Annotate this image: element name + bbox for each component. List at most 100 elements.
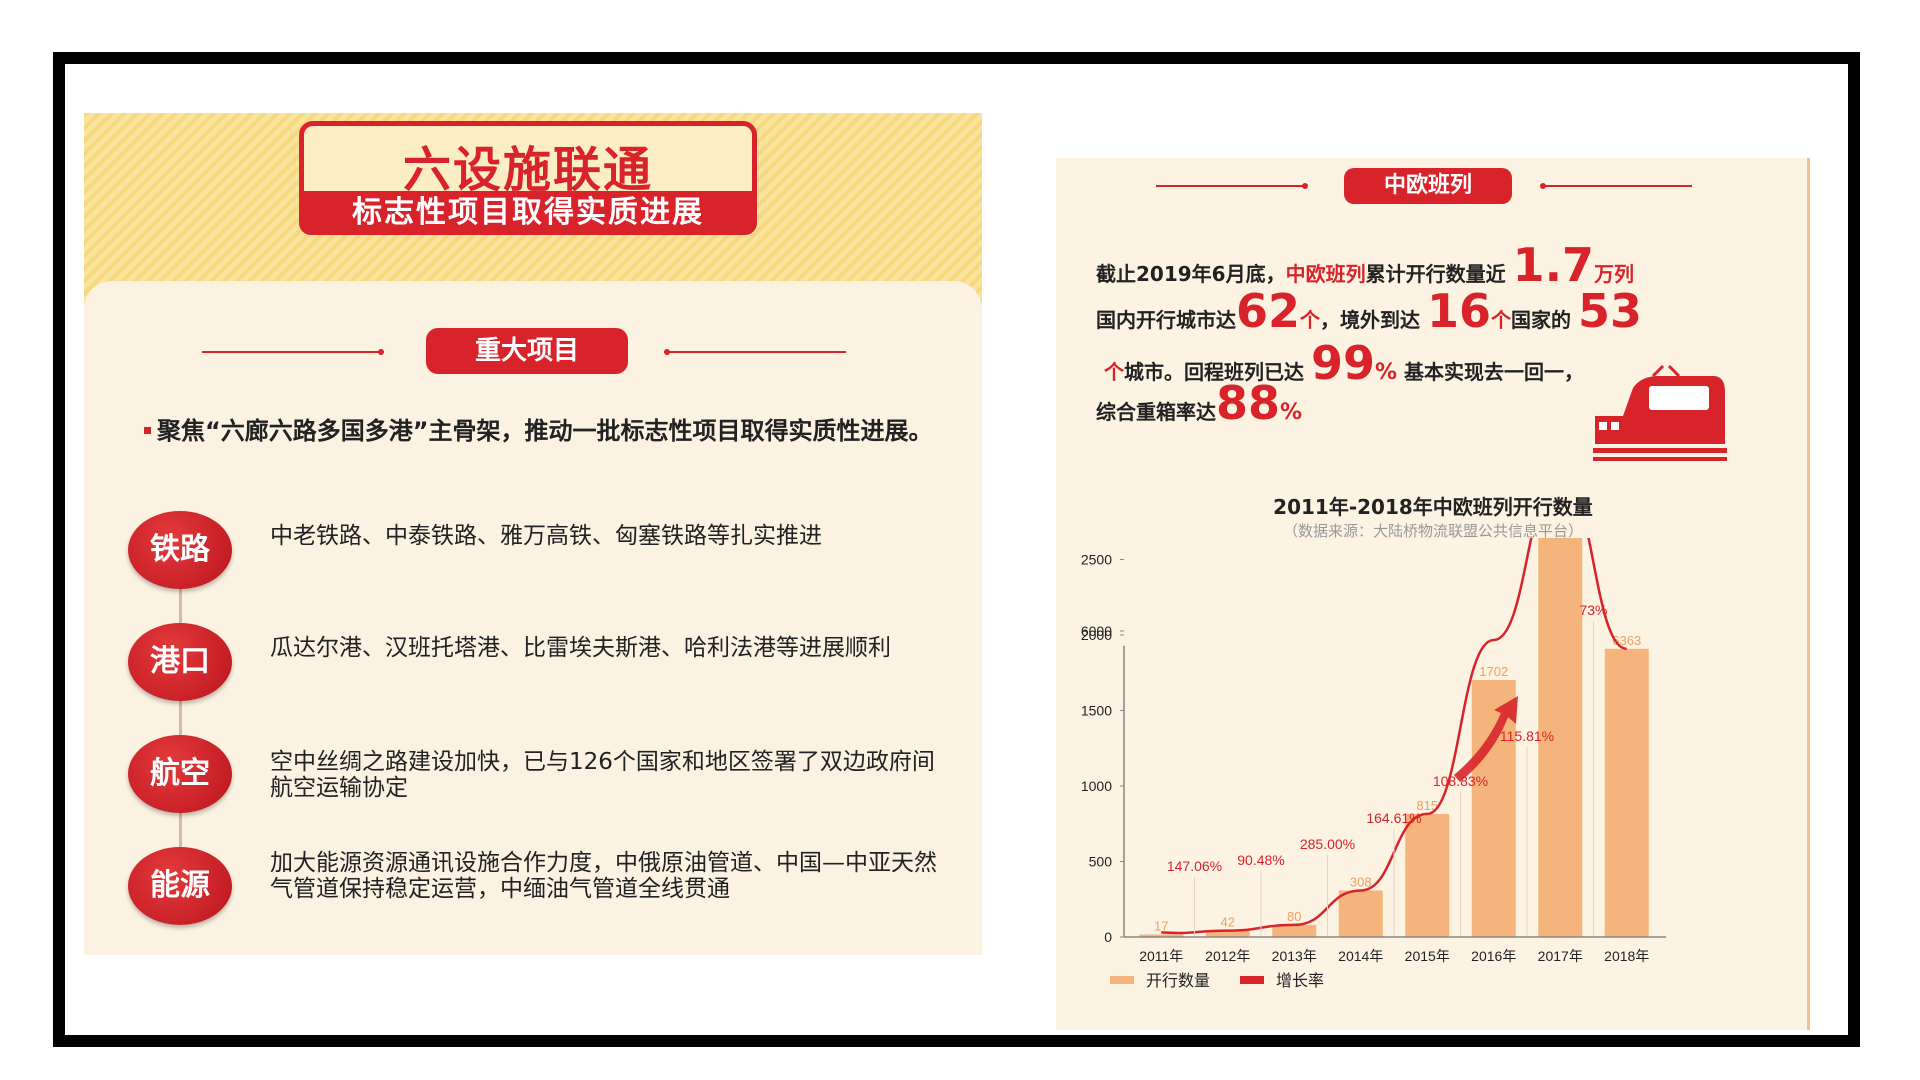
divider-left: [202, 349, 384, 355]
bar-value-label: 815: [1416, 798, 1438, 813]
stat-text: 累计开行数量近: [1365, 262, 1506, 286]
panel-edge: [1807, 158, 1810, 1030]
y-tick-label: 2500: [1081, 552, 1112, 568]
bar: [1338, 890, 1383, 937]
y-tick-label: 1000: [1081, 778, 1112, 794]
category-badge-energy: 能源: [128, 847, 232, 925]
stat-unit: 个: [1104, 360, 1124, 384]
stat-unit: 个: [1491, 308, 1511, 332]
content-card: [84, 281, 982, 955]
y-tick-label: 1500: [1081, 703, 1112, 719]
stat-line-4: 综合重箱率达88%: [1096, 376, 1302, 430]
growth-rate-label: 90.48%: [1237, 852, 1284, 868]
chart-title: 2011年-2018年中欧班列开行数量: [1273, 495, 1593, 519]
y-tick-label: 6000: [1081, 623, 1112, 639]
x-tick-label: 2015年: [1405, 948, 1450, 964]
growth-rate-label: 73%: [1579, 602, 1607, 618]
category-text-railway: 中老铁路、中泰铁路、雅万高铁、匈塞铁路等扎实推进: [270, 523, 822, 549]
x-tick-label: 2013年: [1272, 948, 1317, 964]
page-subtitle: 标志性项目取得实质进展: [299, 191, 757, 235]
bar-value-label: 42: [1221, 915, 1235, 930]
up-arrow-icon: [1454, 696, 1518, 782]
x-tick-label: 2012年: [1205, 948, 1250, 964]
page-title: 六设施联通: [402, 142, 653, 198]
category-text-energy: 加大能源资源通讯设施合作力度，中俄原油管道、中国—中亚天然气管道保持稳定运营，中…: [270, 850, 937, 902]
stat-text: 国家的: [1511, 308, 1571, 332]
bar-value-label: 1702: [1479, 664, 1508, 679]
title-badge: 六设施联通 标志性项目取得实质进展: [299, 121, 757, 235]
bar: [1538, 538, 1583, 937]
bar-chart: 0500100015002000250030006000 17428030881…: [1081, 538, 1666, 990]
divider-right: [664, 349, 846, 355]
bar: [1139, 934, 1184, 937]
bar: [1205, 930, 1250, 937]
bar-value-label: 308: [1350, 874, 1372, 889]
growth-rate-label: 164.61%: [1366, 810, 1421, 826]
stat-highlight: 中欧班列: [1285, 262, 1366, 286]
stat-return-rate: 99: [1310, 336, 1375, 390]
right-panel: 中欧班列 截止2019年6月底，中欧班列累计开行数量近 1.7万列 国内开行城市…: [1056, 158, 1810, 1030]
legend-swatch-line: [1240, 976, 1264, 984]
legend: 开行数量 增长率: [1110, 972, 1324, 990]
bar-value-label: 6363: [1612, 633, 1641, 648]
stat-unit: %: [1374, 360, 1398, 385]
bar: [1272, 924, 1317, 937]
stat-text: ，境外到达: [1320, 308, 1421, 332]
y-tick-label: 2000: [1081, 627, 1112, 643]
divider-left: [1156, 183, 1308, 189]
bars: 174280308815170236736363: [1139, 538, 1649, 937]
bar-value-label: 17: [1154, 918, 1168, 933]
bar: [1471, 679, 1516, 937]
stat-foreign-cities: 53: [1577, 284, 1642, 338]
x-tick-label: 2011年: [1139, 948, 1183, 964]
legend-label: 增长率: [1276, 972, 1324, 990]
train-icon: [1593, 364, 1727, 461]
stat-unit: %: [1280, 400, 1303, 425]
bar: [1604, 648, 1649, 937]
stat-text: 国内开行城市达: [1096, 308, 1236, 332]
section-tag-major-projects: 重大项目: [426, 328, 628, 374]
growth-rate-line: [1161, 538, 1628, 935]
stat-text: 基本实现去一回一，: [1404, 360, 1584, 384]
stat-line-2: 国内开行城市达62个，境外到达 16个国家的 53: [1096, 284, 1642, 338]
category-text-aviation: 空中丝绸之路建设加快，已与126个国家和地区签署了双边政府间航空运输协定: [270, 749, 935, 801]
category-badge-railway: 铁路: [128, 511, 232, 589]
x-axis: 2011年 2012年 2013年 2014年 2015年 2016年 2017年 2018年: [1124, 936, 1666, 964]
growth-rate-label: 147.06%: [1167, 858, 1222, 874]
section-tag-china-europe: 中欧班列: [1344, 168, 1512, 204]
growth-rate-label: 115.81%: [1500, 728, 1554, 744]
left-panel: 六设施联通 标志性项目取得实质进展 重大项目 聚焦“六廊六路多国多港”主骨架，推…: [84, 113, 982, 955]
category-badge-port: 港口: [128, 623, 232, 701]
x-tick-label: 2018年: [1604, 948, 1649, 964]
chart-subtitle: （数据来源：大陆桥物流联盟公共信息平台）: [1282, 522, 1583, 540]
intro-label: 聚焦“六廊六路多国多港”主骨架，推动一批标志性项目取得实质性进展。: [157, 417, 933, 445]
x-tick-label: 2016年: [1471, 948, 1516, 964]
stat-countries: 16: [1426, 284, 1491, 338]
bar: [1405, 813, 1450, 937]
divider-right: [1540, 183, 1692, 189]
stat-unit: 万列: [1594, 262, 1635, 286]
y-tick-label: 500: [1089, 854, 1113, 870]
x-tick-label: 2017年: [1538, 948, 1583, 964]
legend-swatch-bars: [1110, 976, 1134, 984]
growth-rate-label: 285.00%: [1300, 836, 1355, 852]
stat-heavy-container-rate: 88: [1216, 376, 1281, 430]
stat-text: 城市。回程班列已达: [1124, 360, 1304, 384]
stat-text: 综合重箱率达: [1096, 400, 1216, 424]
stat-total-trains: 1.7: [1512, 238, 1595, 292]
stat-text: 截止2019年6月底，: [1096, 262, 1286, 286]
stat-domestic-cities: 62: [1236, 284, 1301, 338]
y-axis: 0500100015002000250030006000: [1081, 552, 1125, 945]
stat-line-1: 截止2019年6月底，中欧班列累计开行数量近 1.7万列: [1096, 238, 1634, 292]
y-tick-label: 0: [1104, 929, 1112, 945]
growth-line: 147.06%90.48%285.00%164.61%108.83%115.81…: [1161, 538, 1628, 937]
legend-label: 开行数量: [1146, 972, 1210, 990]
stat-line-3: 个城市。回程班列已达 99% 基本实现去一回一，: [1104, 336, 1584, 390]
category-text-port: 瓜达尔港、汉班托塔港、比雷埃夫斯港、哈利法港等进展顺利: [270, 635, 891, 661]
intro-text: 聚焦“六廊六路多国多港”主骨架，推动一批标志性项目取得实质性进展。: [144, 413, 957, 449]
stat-unit: 个: [1300, 308, 1321, 332]
bar-value-label: 80: [1287, 909, 1301, 924]
x-tick-label: 2014年: [1338, 948, 1383, 964]
bullet-icon: [144, 427, 151, 434]
category-badge-aviation: 航空: [128, 735, 232, 813]
